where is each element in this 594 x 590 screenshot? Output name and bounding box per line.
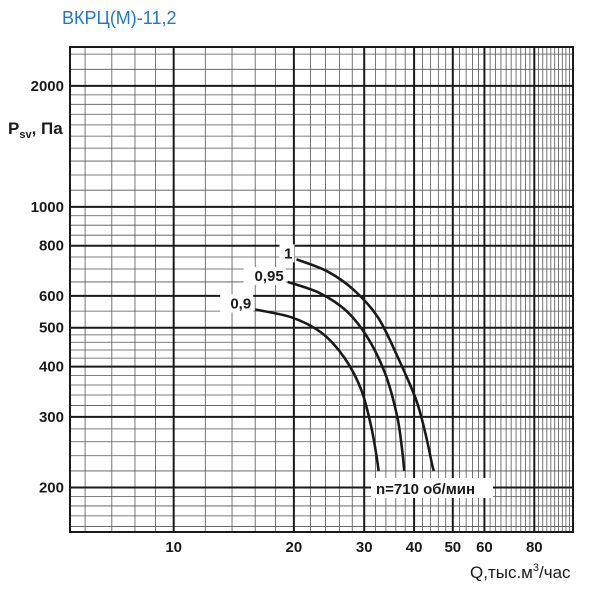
- plot-frame: [69, 46, 574, 533]
- y-axis-label: Psv, Па: [8, 119, 63, 141]
- rpm-annotation-text: n=710 об/мин: [376, 481, 475, 498]
- y-tick-label: 2000: [31, 78, 64, 95]
- series-label-bg-2: [220, 294, 254, 313]
- x-tick-label: 10: [165, 539, 182, 556]
- series-line-1: [287, 280, 406, 472]
- major-gridlines: [70, 47, 573, 532]
- series-label-2: 0,9: [230, 296, 251, 313]
- x-tick-label: 20: [286, 539, 303, 556]
- series-label-bg-0: [279, 244, 295, 263]
- chart-title: ВКРЦ(М)-11,2: [62, 8, 177, 28]
- series-label-1: 0,95: [255, 268, 284, 285]
- x-axis-label: Q,тыс.м3/час: [470, 562, 571, 582]
- series-line-0: [295, 258, 436, 472]
- y-axis-label-unit: , Па: [32, 119, 64, 138]
- x-tick-label: 30: [356, 539, 373, 556]
- y-tick-label: 600: [39, 288, 64, 305]
- y-tick-labels: 200 300 400 500 600 800 1000 2000: [31, 78, 64, 497]
- series-layer: 10,950,9: [220, 244, 436, 472]
- series-label-bg-1: [243, 266, 286, 285]
- y-tick-label: 800: [39, 238, 64, 255]
- y-axis-label-sub: sv: [19, 129, 32, 141]
- y-tick-label: 400: [39, 359, 64, 376]
- y-axis-label-main: P: [8, 119, 19, 138]
- x-tick-label: 80: [526, 539, 543, 556]
- series-label-0: 1: [284, 245, 292, 262]
- y-tick-label: 500: [39, 320, 64, 337]
- x-tick-label: 40: [406, 539, 423, 556]
- x-tick-label: 60: [476, 539, 493, 556]
- rpm-annotation: n=710 об/мин: [371, 478, 493, 498]
- x-axis-label-suffix: /час: [539, 563, 571, 582]
- x-tick-label: 50: [444, 539, 461, 556]
- y-tick-label: 200: [39, 480, 64, 497]
- x-axis-label-sup: 3: [533, 562, 539, 574]
- y-tick-label: 1000: [31, 199, 64, 216]
- x-axis-label-prefix: Q,тыс.м: [470, 563, 533, 582]
- x-tick-labels: 10 20 30 40 50 60 80: [165, 539, 542, 556]
- y-tick-label: 300: [39, 409, 64, 426]
- series-line-2: [254, 308, 380, 472]
- minor-gridlines: [70, 47, 574, 532]
